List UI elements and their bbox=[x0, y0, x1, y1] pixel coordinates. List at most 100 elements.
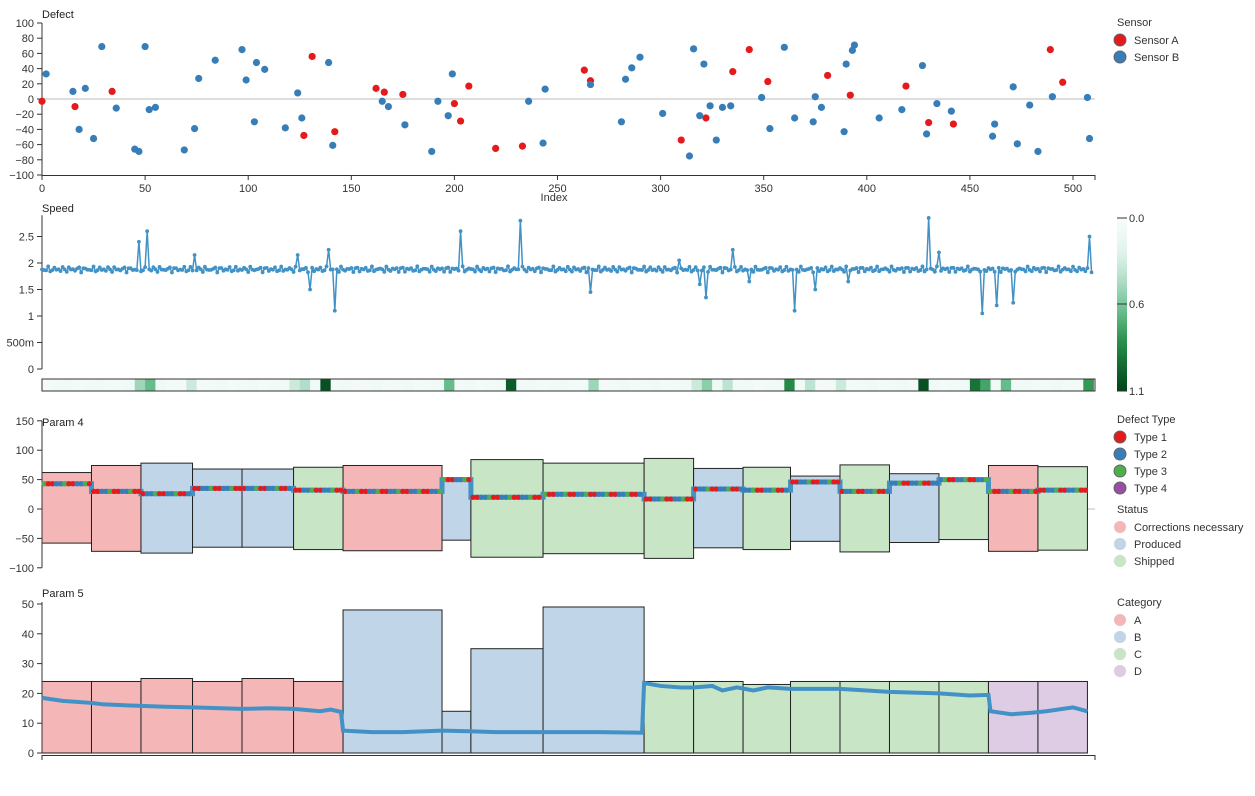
defect-point-sensor-a bbox=[677, 136, 685, 144]
speed-point bbox=[1042, 265, 1047, 270]
x-tick-label: 450 bbox=[961, 183, 979, 195]
speed-point bbox=[1011, 300, 1016, 305]
speed-point bbox=[1036, 266, 1040, 271]
defect-marker bbox=[806, 479, 812, 485]
heatmap-cell bbox=[52, 379, 63, 391]
speed-panel: Speed 0 500m 1 1.5 2 2.5 bbox=[6, 203, 1094, 376]
param4-panel: Param 4 150 100 50 0 −50 −100 bbox=[9, 416, 1095, 575]
defect-marker bbox=[379, 488, 385, 494]
param5-title: Param 5 bbox=[42, 588, 84, 600]
defect-type-legend-swatch bbox=[1113, 464, 1127, 478]
category-bar bbox=[41, 680, 92, 754]
x-tick-label: 500 bbox=[1064, 183, 1082, 195]
defect-marker bbox=[387, 488, 394, 494]
defect-point-sensor-a bbox=[1059, 78, 1067, 86]
heatmap-cell bbox=[351, 379, 362, 391]
speed-point bbox=[902, 270, 906, 275]
speed-point bbox=[310, 265, 315, 270]
category-bar bbox=[1037, 680, 1088, 754]
defect-point-sensor-b bbox=[238, 46, 246, 54]
param5-line bbox=[41, 680, 1088, 735]
defect-point-sensor-a bbox=[702, 114, 710, 122]
heatmap-cell bbox=[42, 379, 53, 391]
y-tick-label: −60 bbox=[15, 140, 34, 152]
defect-marker bbox=[612, 491, 618, 497]
defect-marker bbox=[400, 488, 406, 494]
defect-marker bbox=[371, 488, 377, 494]
heatmap-cell bbox=[485, 379, 496, 391]
defect-marker bbox=[507, 494, 513, 500]
heatmap-cell bbox=[382, 379, 393, 391]
speed-point bbox=[565, 264, 570, 269]
defect-point-sensor-b bbox=[947, 107, 955, 115]
defect-marker bbox=[216, 485, 222, 492]
speed-point bbox=[180, 268, 185, 272]
heatmap-cell bbox=[1011, 379, 1022, 391]
defect-marker bbox=[74, 481, 80, 487]
defect-marker bbox=[367, 488, 373, 494]
category-legend-label: A bbox=[1134, 615, 1142, 627]
defect-marker bbox=[822, 479, 829, 485]
defect-type-legend-title: Defect Type bbox=[1117, 414, 1176, 426]
defect-marker bbox=[363, 488, 369, 494]
defect-marker bbox=[975, 477, 981, 483]
defect-marker bbox=[466, 477, 472, 483]
x-tick-label: 300 bbox=[651, 183, 669, 195]
defect-marker bbox=[185, 491, 192, 497]
defect-marker bbox=[233, 485, 239, 492]
y-tick-label: 20 bbox=[22, 79, 34, 91]
speed-point bbox=[926, 216, 931, 220]
speed-point bbox=[708, 264, 712, 269]
defect-marker bbox=[771, 487, 777, 493]
defect-point-sensor-b bbox=[617, 118, 626, 126]
defect-marker bbox=[478, 494, 484, 500]
speed-point bbox=[264, 265, 269, 270]
y-tick-label: 100 bbox=[16, 18, 34, 30]
defect-marker bbox=[515, 494, 521, 500]
defect-point-sensor-b bbox=[1009, 83, 1017, 91]
speed-point bbox=[1023, 269, 1028, 274]
heatmap-cell bbox=[897, 379, 909, 391]
heatmap-cell bbox=[660, 379, 672, 391]
defect-marker bbox=[660, 496, 666, 502]
defect-marker bbox=[868, 488, 874, 494]
defect-point-sensor-a bbox=[580, 66, 588, 74]
heatmap-cell bbox=[1083, 379, 1094, 391]
defect-point-sensor-b bbox=[718, 103, 727, 111]
defect-marker bbox=[926, 480, 932, 486]
defect-point-sensor-b bbox=[252, 58, 261, 67]
sensor-legend-label: Sensor B bbox=[1134, 52, 1179, 64]
defect-marker bbox=[872, 488, 878, 494]
speed-point bbox=[225, 268, 230, 272]
speed-point bbox=[504, 268, 508, 273]
defect-marker bbox=[286, 485, 293, 492]
speed-point bbox=[728, 267, 733, 272]
defect-marker bbox=[633, 491, 639, 497]
defect-marker bbox=[767, 487, 773, 493]
defect-marker bbox=[196, 485, 202, 492]
speed-point bbox=[763, 265, 768, 270]
defect-marker bbox=[876, 488, 882, 494]
speed-point bbox=[965, 264, 970, 269]
defect-marker bbox=[600, 491, 606, 497]
heatmap-cell bbox=[1052, 379, 1063, 391]
heatmap-cell bbox=[908, 379, 919, 391]
status-legend-swatch bbox=[1113, 537, 1127, 551]
defect-point-sensor-a bbox=[764, 77, 772, 86]
speed-point bbox=[429, 264, 434, 269]
speed-point bbox=[167, 265, 172, 270]
heatmap-strip bbox=[41, 378, 1096, 392]
status-box bbox=[742, 466, 792, 551]
y-tick-label: 500m bbox=[6, 338, 34, 350]
defect-point-sensor-a bbox=[108, 87, 116, 95]
defect-marker bbox=[70, 481, 76, 487]
defect-marker bbox=[519, 494, 526, 500]
speed-point bbox=[334, 267, 339, 272]
defect-marker bbox=[282, 485, 288, 492]
speed-point bbox=[996, 265, 1001, 270]
defect-point-sensor-b bbox=[294, 89, 302, 97]
speed-point bbox=[737, 268, 741, 272]
speed-point bbox=[473, 269, 477, 274]
defect-marker bbox=[1004, 488, 1010, 494]
